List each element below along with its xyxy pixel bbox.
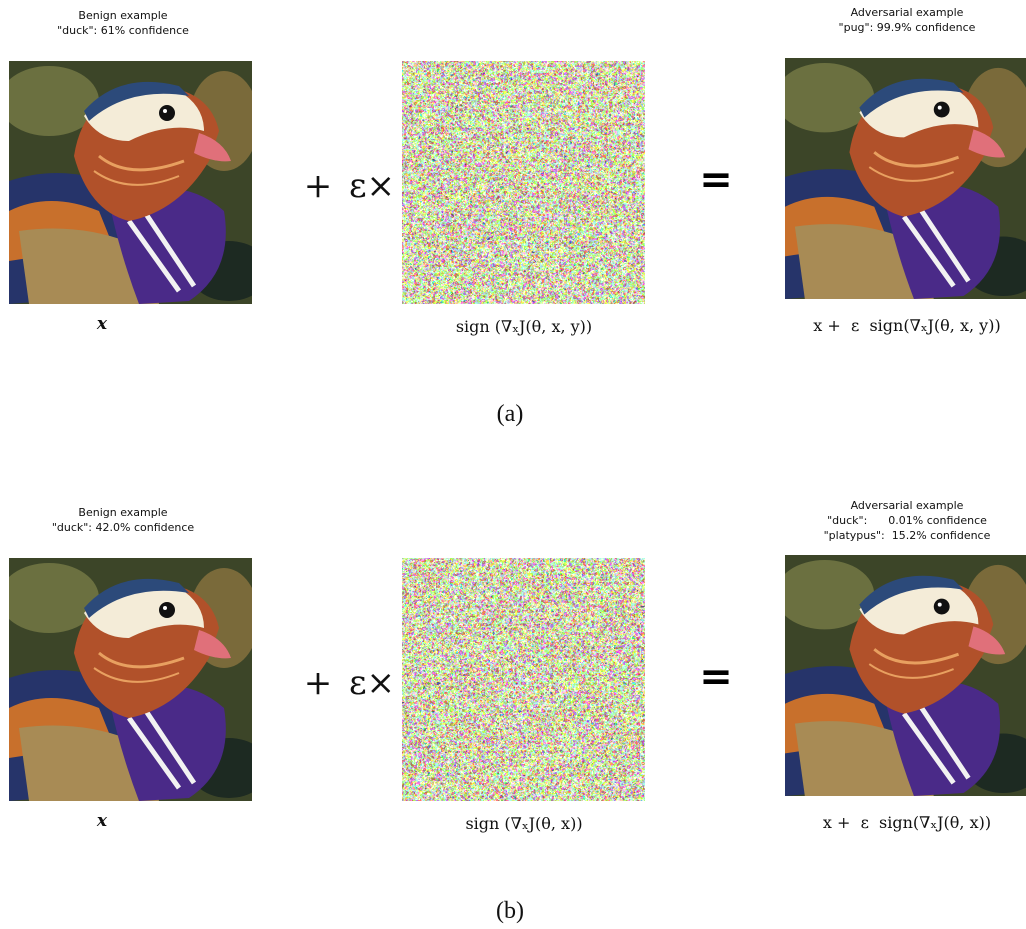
adversarial-caption: x + ε sign(∇ₓJ(θ, x)) <box>823 813 991 832</box>
adversarial-label: "duck": 0.01% confidence <box>827 514 987 527</box>
equals-operator: = <box>699 654 733 700</box>
benign-label: "duck": 61% confidence <box>57 24 189 37</box>
times-operator: ε× <box>349 663 395 703</box>
times-operator: ε× <box>349 166 395 206</box>
adversarial-label: Adversarial example <box>851 6 964 19</box>
noise-image <box>402 558 645 801</box>
noise-caption: sign (∇ₓJ(θ, x, y)) <box>456 317 592 336</box>
benign-label: Benign example <box>78 506 167 519</box>
panel-label: (b) <box>496 898 524 924</box>
benign-label: "duck": 42.0% confidence <box>52 521 195 534</box>
adversarial-label: Adversarial example <box>851 499 964 512</box>
benign-image <box>0 558 269 801</box>
plus-operator: + <box>304 663 333 703</box>
adversarial-image <box>775 555 1026 796</box>
plus-operator: + <box>304 166 333 206</box>
benign-caption: x <box>96 314 108 334</box>
panel-label: (a) <box>497 401 524 427</box>
adversarial-label: "pug": 99.9% confidence <box>839 21 976 34</box>
equals-operator: = <box>699 157 733 203</box>
adversarial-label: "platypus": 15.2% confidence <box>824 529 991 542</box>
adversarial-image <box>775 58 1026 299</box>
benign-label: Benign example <box>78 9 167 22</box>
benign-image <box>0 61 269 304</box>
benign-caption: x <box>96 811 108 831</box>
noise-caption: sign (∇ₓJ(θ, x)) <box>465 814 582 833</box>
noise-image <box>402 61 645 304</box>
adversarial-caption: x + ε sign(∇ₓJ(θ, x, y)) <box>813 316 1000 335</box>
figure: Benign example "duck": 61% confidence x + ε×… <box>0 0 1026 929</box>
